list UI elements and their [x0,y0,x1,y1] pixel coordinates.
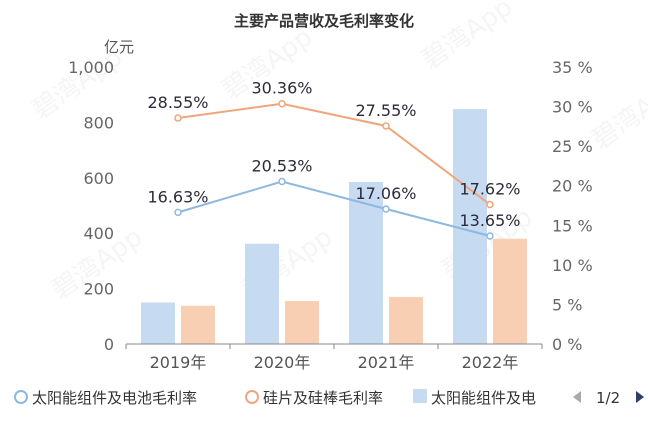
right-tick-label: 35 % [552,58,593,77]
chart-title: 主要产品营收及毛利率变化 [234,12,414,30]
bar [141,302,175,344]
bar [349,181,383,344]
left-tick-label: 1,000 [68,58,114,77]
bar-series [141,109,527,344]
left-tick-label: 200 [83,280,114,299]
watermark-text: 碧湾App [417,0,518,76]
data-point [278,99,286,108]
line-series: 16.63% 20.53% 17.06% 13.65% 28.55% 30.36% 27.5… [147,79,521,240]
category-label: 2021年 [358,353,415,372]
next-page-icon[interactable] [636,391,644,403]
legend-label: 硅片及硅棒毛利率 [263,389,383,407]
prev-page-icon[interactable] [573,391,581,403]
right-tick-label: 5 % [552,295,582,314]
bar [493,238,527,344]
category-label: 2022年 [462,353,519,372]
right-tick-label: 25 % [552,137,593,156]
legend-page-indicator: 1/2 [596,389,620,407]
right-tick-label: 20 % [552,177,593,196]
data-point [278,177,286,186]
legend-label: 太阳能组件及电池毛利率 [32,389,197,407]
legend-marker [413,389,427,403]
right-tick-label: 30 % [552,98,593,117]
legend-item-module-margin[interactable]: 太阳能组件及电池毛利率 [14,389,197,407]
data-point [382,122,390,130]
right-tick-label: 0 % [552,335,582,354]
data-point [174,114,182,122]
left-tick-label: 600 [83,169,114,188]
bar [245,243,279,344]
legend: 太阳能组件及电池毛利率 硅片及硅棒毛利率 太阳能组件及电 1/2 [14,380,648,414]
data-label: 17.06% [355,184,416,203]
left-tick-label: 0 [104,335,114,354]
series-line [177,180,491,237]
left-tick-label: 800 [83,113,114,132]
data-point [382,205,390,213]
data-label: 28.55% [147,93,208,112]
right-tick-label: 10 % [552,256,593,275]
right-axis: 0 % 5 % 10 % 15 % 20 % 25 % 30 % 35 % [552,58,593,354]
data-label: 20.53% [251,157,312,176]
x-axis: 2019年 2020年 2021年 2022年 [125,344,543,372]
legend-item-module-revenue[interactable]: 太阳能组件及电 [413,389,536,407]
data-label: 17.62% [459,180,520,199]
legend-item-wafer-margin[interactable]: 硅片及硅棒毛利率 [245,389,383,407]
bar [285,301,319,344]
legend-label: 太阳能组件及电 [431,389,536,407]
legend-marker [14,390,28,404]
left-axis-unit: 亿元 [104,38,134,56]
data-label: 27.55% [355,101,416,120]
data-point [486,200,494,209]
watermark-text: 碧湾App [587,72,648,156]
left-axis: 0 200 400 600 800 1,000 [68,58,114,354]
data-point [486,232,494,240]
data-point [174,208,182,217]
bar [181,305,215,344]
left-tick-label: 400 [83,224,114,243]
category-label: 2020年 [254,353,311,372]
series-line [177,102,491,206]
bar [389,296,423,344]
category-label: 2019年 [150,353,207,372]
legend-pager-bg [568,380,648,414]
right-tick-label: 15 % [552,216,593,235]
legend-marker [245,390,259,404]
data-label: 30.36% [251,79,312,98]
data-label: 13.65% [459,211,520,230]
bar [453,109,487,344]
data-label: 16.63% [147,187,208,206]
